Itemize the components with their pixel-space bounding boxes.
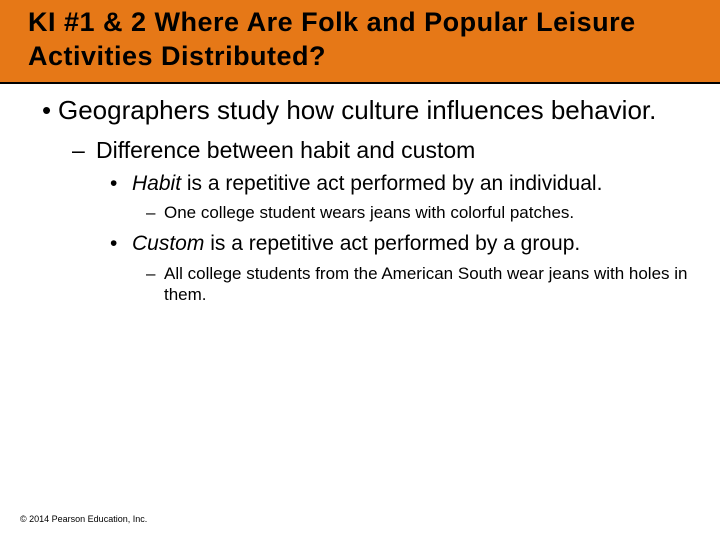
bullet-level-1: • Geographers study how culture influenc… [28, 94, 692, 127]
bullet-marker: • [110, 171, 132, 197]
dash-marker: – [146, 263, 164, 306]
bullet-text: One college student wears jeans with col… [164, 202, 574, 223]
copyright-footer: © 2014 Pearson Education, Inc. [20, 514, 147, 524]
bullet-text: All college students from the American S… [164, 263, 692, 306]
bullet-level-2: – Difference between habit and custom [72, 136, 692, 165]
bullet-level-3: • Habit is a repetitive act performed by… [110, 171, 692, 197]
dash-marker: – [72, 136, 96, 165]
dash-marker: – [146, 202, 164, 223]
bullet-text: Habit is a repetitive act performed by a… [132, 171, 602, 197]
bullet-text: Geographers study how culture influences… [58, 94, 656, 127]
slide-content: • Geographers study how culture influenc… [0, 84, 720, 306]
title-bar: KI #1 & 2 Where Are Folk and Popular Lei… [0, 0, 720, 84]
term-habit: Habit [132, 172, 181, 195]
bullet-level-4: – One college student wears jeans with c… [146, 202, 692, 223]
bullet-marker: • [110, 231, 132, 257]
bullet-marker: • [28, 94, 58, 127]
term-custom: Custom [132, 232, 204, 255]
bullet-text: Custom is a repetitive act performed by … [132, 231, 580, 257]
bullet-level-3: • Custom is a repetitive act performed b… [110, 231, 692, 257]
slide-title: KI #1 & 2 Where Are Folk and Popular Lei… [0, 6, 720, 74]
bullet-text: Difference between habit and custom [96, 136, 475, 165]
bullet-level-4: – All college students from the American… [146, 263, 692, 306]
